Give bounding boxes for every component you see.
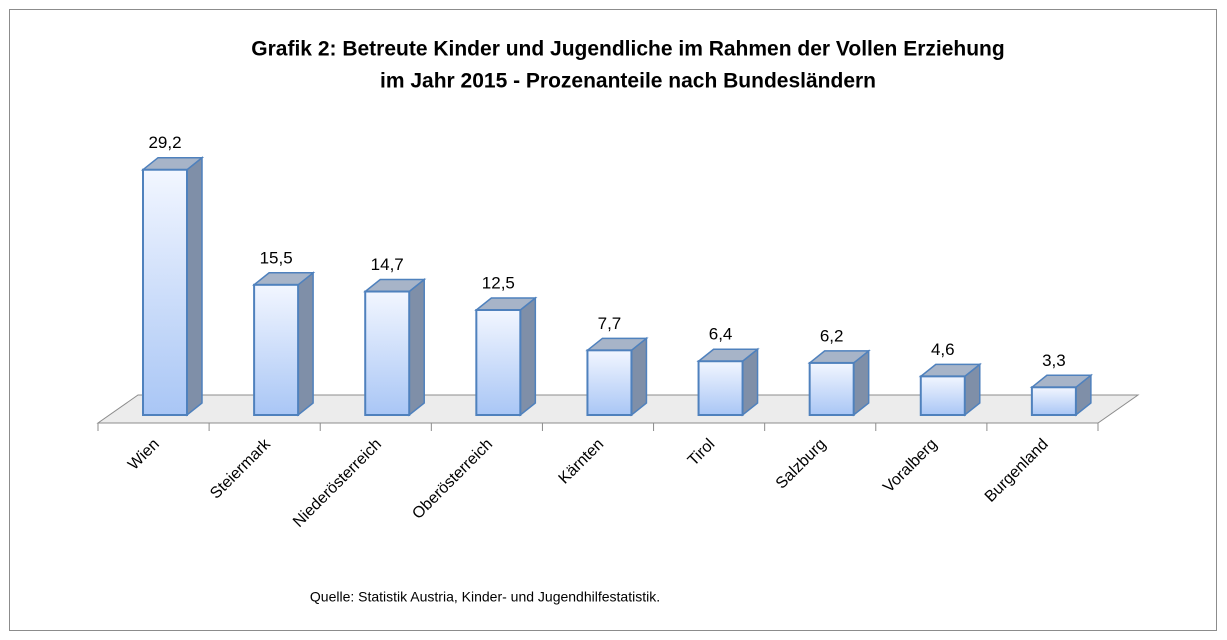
bar-side [630,336,648,417]
value-label: 4,6 [931,340,955,359]
bar [253,283,300,416]
bar-side [519,296,537,417]
bar [697,360,744,416]
bar-side [186,156,203,417]
bar-side [408,277,425,417]
bar [1030,386,1077,416]
bar [475,309,522,416]
value-label: 7,7 [598,314,622,333]
source-note: Quelle: Statistik Austria, Kinder- und J… [310,589,660,605]
bar [586,349,633,417]
value-label: 6,4 [709,325,733,344]
value-label: 15,5 [260,248,293,267]
bar [364,290,411,416]
chart-title: Grafik 2: Betreute Kinder und Jugendlich… [251,38,1004,61]
value-label: 3,3 [1042,351,1066,370]
value-label: 6,2 [820,326,844,345]
value-label: 12,5 [482,273,515,292]
value-label: 29,2 [148,133,181,152]
bar [919,375,966,416]
chart-subtitle: im Jahr 2015 - Prozenanteile nach Bundes… [380,70,876,93]
value-label: 14,7 [371,255,404,274]
chart-frame [9,9,1217,631]
bar [142,168,188,416]
bar [808,361,855,417]
bar-side [297,271,314,417]
